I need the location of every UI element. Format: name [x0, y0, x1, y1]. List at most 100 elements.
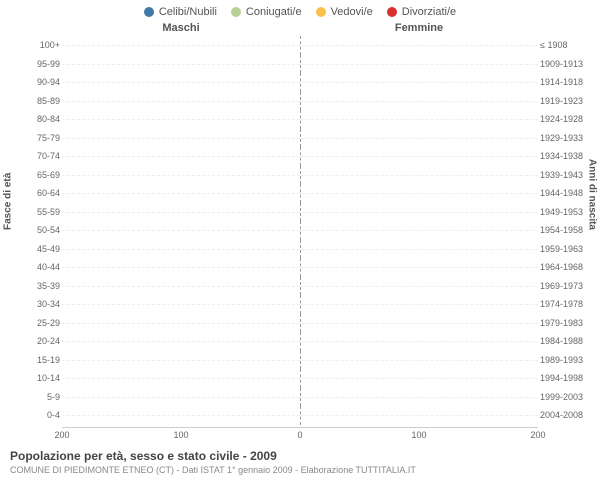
birth-year-label: 2004-2008: [540, 410, 596, 420]
age-label: 85-89: [4, 96, 60, 106]
x-tick: 100: [411, 430, 426, 440]
chart-footer: Popolazione per età, sesso e stato civil…: [0, 443, 600, 475]
age-label: 5-9: [4, 392, 60, 402]
female-half: [301, 332, 539, 351]
female-half: [301, 55, 539, 74]
legend-swatch: [387, 7, 397, 17]
age-label: 75-79: [4, 133, 60, 143]
header-female: Femmine: [300, 22, 538, 34]
legend-item: Celibi/Nubili: [144, 6, 217, 18]
pyramid-row: 80-841924-1928: [62, 110, 538, 129]
female-half: [301, 166, 539, 185]
female-half: [301, 369, 539, 388]
male-half: [62, 129, 301, 148]
male-half: [62, 73, 301, 92]
gender-headers: Maschi Femmine: [0, 22, 600, 36]
birth-year-label: ≤ 1908: [540, 40, 596, 50]
legend-label: Coniugati/e: [246, 6, 302, 18]
age-label: 80-84: [4, 114, 60, 124]
pyramid-row: 95-991909-1913: [62, 55, 538, 74]
age-label: 10-14: [4, 373, 60, 383]
male-half: [62, 110, 301, 129]
female-half: [301, 129, 539, 148]
legend-label: Divorziati/e: [402, 6, 456, 18]
female-half: [301, 92, 539, 111]
legend: Celibi/Nubili Coniugati/e Vedovi/e Divorzia…: [0, 0, 600, 22]
birth-year-label: 1984-1988: [540, 336, 596, 346]
age-label: 45-49: [4, 244, 60, 254]
male-half: [62, 388, 301, 407]
pyramid-row: 60-641944-1948: [62, 184, 538, 203]
male-half: [62, 406, 301, 425]
female-half: [301, 221, 539, 240]
male-half: [62, 351, 301, 370]
female-half: [301, 184, 539, 203]
male-half: [62, 369, 301, 388]
x-tick: 100: [173, 430, 188, 440]
legend-item: Vedovi/e: [316, 6, 373, 18]
age-label: 0-4: [4, 410, 60, 420]
birth-year-label: 1999-2003: [540, 392, 596, 402]
pyramid-row: 0-42004-2008: [62, 406, 538, 425]
female-half: [301, 258, 539, 277]
pyramid-row: 100+≤ 1908: [62, 36, 538, 55]
age-label: 90-94: [4, 77, 60, 87]
birth-year-label: 1969-1973: [540, 281, 596, 291]
legend-swatch: [316, 7, 326, 17]
male-half: [62, 36, 301, 55]
birth-year-label: 1909-1913: [540, 59, 596, 69]
birth-year-label: 1939-1943: [540, 170, 596, 180]
female-half: [301, 203, 539, 222]
male-half: [62, 295, 301, 314]
age-label: 60-64: [4, 188, 60, 198]
female-half: [301, 314, 539, 333]
x-tick: 200: [54, 430, 69, 440]
female-half: [301, 147, 539, 166]
birth-year-label: 1954-1958: [540, 225, 596, 235]
male-half: [62, 92, 301, 111]
pyramid-row: 20-241984-1988: [62, 332, 538, 351]
age-label: 40-44: [4, 262, 60, 272]
header-male: Maschi: [62, 22, 300, 34]
age-label: 50-54: [4, 225, 60, 235]
pyramid-row: 75-791929-1933: [62, 129, 538, 148]
female-half: [301, 351, 539, 370]
legend-label: Celibi/Nubili: [159, 6, 217, 18]
birth-year-label: 1964-1968: [540, 262, 596, 272]
birth-year-label: 1929-1933: [540, 133, 596, 143]
female-half: [301, 406, 539, 425]
birth-year-label: 1979-1983: [540, 318, 596, 328]
birth-year-label: 1949-1953: [540, 207, 596, 217]
male-half: [62, 221, 301, 240]
age-label: 25-29: [4, 318, 60, 328]
pyramid-row: 5-91999-2003: [62, 388, 538, 407]
pyramid-row: 35-391969-1973: [62, 277, 538, 296]
birth-year-label: 1914-1918: [540, 77, 596, 87]
male-half: [62, 184, 301, 203]
pyramid-row: 25-291979-1983: [62, 314, 538, 333]
pyramid-row: 10-141994-1998: [62, 369, 538, 388]
male-half: [62, 55, 301, 74]
pyramid-row: 40-441964-1968: [62, 258, 538, 277]
female-half: [301, 295, 539, 314]
pyramid-row: 85-891919-1923: [62, 92, 538, 111]
birth-year-label: 1974-1978: [540, 299, 596, 309]
age-label: 100+: [4, 40, 60, 50]
pyramid-row: 15-191989-1993: [62, 351, 538, 370]
x-tick: 0: [297, 430, 302, 440]
legend-label: Vedovi/e: [331, 6, 373, 18]
female-half: [301, 388, 539, 407]
male-half: [62, 147, 301, 166]
birth-year-label: 1934-1938: [540, 151, 596, 161]
age-label: 35-39: [4, 281, 60, 291]
birth-year-label: 1924-1928: [540, 114, 596, 124]
male-half: [62, 240, 301, 259]
female-half: [301, 36, 539, 55]
legend-swatch: [231, 7, 241, 17]
footer-subtitle: COMUNE DI PIEDIMONTE ETNEO (CT) - Dati I…: [10, 465, 590, 475]
female-half: [301, 277, 539, 296]
x-axis: 2001000100200: [62, 427, 538, 443]
legend-swatch: [144, 7, 154, 17]
male-half: [62, 203, 301, 222]
pyramid-row: 30-341974-1978: [62, 295, 538, 314]
